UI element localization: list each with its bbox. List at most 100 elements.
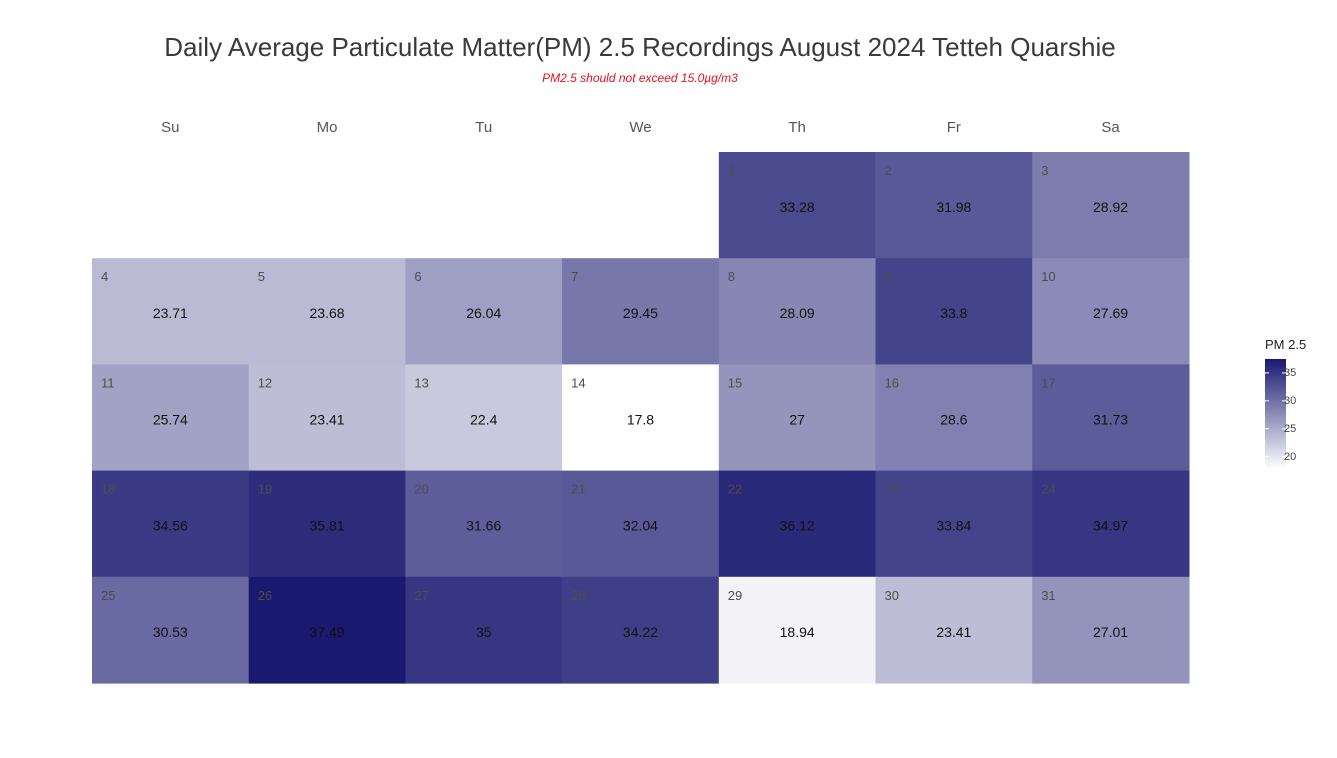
pm25-value: 32.04 <box>623 518 658 534</box>
pm25-value: 31.66 <box>466 518 501 534</box>
cell-fill <box>92 470 250 578</box>
pm25-value: 27 <box>789 411 805 427</box>
weekday-header-row: Su Mo Tu We Th Fr Sa <box>161 119 1120 136</box>
weekday-label-mo: Mo <box>317 119 338 136</box>
calendar-cell: 24 34.97 <box>1032 470 1190 578</box>
day-number: 1 <box>728 163 735 178</box>
day-number: 4 <box>101 269 108 284</box>
day-number: 26 <box>258 588 272 603</box>
calendar-cell: 26 37.49 <box>248 576 406 684</box>
pm25-value: 23.68 <box>310 305 345 321</box>
cell-fill <box>875 364 1033 472</box>
calendar-cell: 30 23.41 <box>875 576 1033 684</box>
cell-fill <box>92 364 250 472</box>
day-number: 29 <box>728 588 742 603</box>
calendar-cell: 933.8 <box>875 258 1033 365</box>
cell-fill <box>1032 576 1190 684</box>
calendar-cell: 19 35.81 <box>248 470 406 578</box>
color-legend: PM 2.5 20 25 30 35 <box>1250 333 1330 483</box>
day-number: 19 <box>258 482 272 497</box>
cell-fill <box>248 364 406 472</box>
chart-subtitle: PM2.5 should not exceed 15.0µg/m3 <box>542 71 738 85</box>
pm25-value: 33.8 <box>940 305 967 321</box>
day-number: 23 <box>885 482 899 497</box>
day-number: 6 <box>414 269 421 284</box>
pm25-value: 30.53 <box>153 624 188 640</box>
day-number: 30 <box>885 588 899 603</box>
cell-fill <box>718 576 877 684</box>
pm25-value: 18.94 <box>780 624 815 640</box>
cell-fill <box>718 364 877 472</box>
pm25-value: 33.28 <box>780 199 815 215</box>
day-number: 18 <box>101 482 115 497</box>
legend-color-bar <box>1265 359 1286 469</box>
calendar-cell: 28 34.22 <box>562 576 720 684</box>
chart-title: Daily Average Particulate Matter(PM) 2.5… <box>164 32 1116 62</box>
cell-fill <box>562 470 720 578</box>
cell-fill <box>92 258 250 365</box>
pm25-value: 35 <box>476 624 492 640</box>
day-number: 21 <box>571 482 585 497</box>
weekday-label-we: We <box>629 119 651 136</box>
cell-fill <box>1032 258 1190 365</box>
calendar-cell: 21 32.04 <box>562 470 720 578</box>
pm25-value: 33.84 <box>936 518 971 534</box>
cell-fill <box>248 258 406 365</box>
pm25-value: 31.73 <box>1093 411 1128 427</box>
pm25-value: 23.71 <box>153 305 188 321</box>
day-number: 13 <box>414 375 428 390</box>
day-number: 8 <box>728 269 735 284</box>
calendar-cell: 626.04 <box>405 258 563 365</box>
day-number: 22 <box>728 482 742 497</box>
calendar-cell: 133.28 <box>718 152 877 259</box>
calendar-cell: 20 31.66 <box>405 470 563 578</box>
cell-fill <box>248 576 406 684</box>
cell-fill <box>1032 364 1190 472</box>
legend-tick-label: 20 <box>1284 450 1297 463</box>
cell-fill <box>875 576 1033 684</box>
calendar-cell: 25 30.53 <box>92 576 250 684</box>
cell-fill <box>562 364 720 472</box>
day-number: 20 <box>414 482 428 497</box>
weekday-label-su: Su <box>161 119 179 136</box>
weekday-label-th: Th <box>788 119 806 136</box>
cell-fill <box>92 576 250 684</box>
cell-fill <box>405 576 563 684</box>
legend-gradient <box>1265 359 1286 469</box>
calendar-cell: 22 36.12 <box>718 470 877 578</box>
legend-tick-label: 25 <box>1284 422 1297 435</box>
cell-fill <box>248 470 406 578</box>
calendar-cell: 729.45 <box>562 258 720 365</box>
day-number: 31 <box>1041 588 1055 603</box>
cell-fill <box>562 258 720 365</box>
cell-fill <box>1032 152 1190 259</box>
day-number: 9 <box>885 269 892 284</box>
pm25-value: 28.6 <box>940 411 967 427</box>
calendar-cells: 133.28231.98328.92423.71523.68626.04729.… <box>92 152 1190 684</box>
calendar-cell: 23 33.84 <box>875 470 1033 578</box>
legend-title: PM 2.5 <box>1265 337 1307 352</box>
calendar-cell: 31 27.01 <box>1032 576 1190 684</box>
calendar-cell: 14 17.8 <box>562 364 720 472</box>
calendar-cell: 18 34.56 <box>92 470 250 578</box>
day-number: 16 <box>885 375 899 390</box>
day-number: 3 <box>1041 163 1048 178</box>
cell-fill <box>875 258 1033 365</box>
calendar-cell: 29 18.94 <box>718 576 877 684</box>
cell-fill <box>875 470 1033 578</box>
pm25-value: 25.74 <box>153 411 188 427</box>
calendar-cell: 17 31.73 <box>1032 364 1190 472</box>
pm25-value: 23.41 <box>936 624 971 640</box>
cell-fill <box>1032 470 1190 578</box>
calendar-cell: 231.98 <box>875 152 1033 259</box>
day-number: 2 <box>885 163 892 178</box>
pm25-value: 22.4 <box>470 411 497 427</box>
calendar-cell: 12 23.41 <box>248 364 406 472</box>
day-number: 7 <box>571 269 578 284</box>
pm25-value: 31.98 <box>936 199 971 215</box>
cell-fill <box>718 258 877 365</box>
legend-tick-label: 35 <box>1284 366 1297 379</box>
day-number: 12 <box>258 375 272 390</box>
day-number: 5 <box>258 269 265 284</box>
day-number: 14 <box>571 375 585 390</box>
